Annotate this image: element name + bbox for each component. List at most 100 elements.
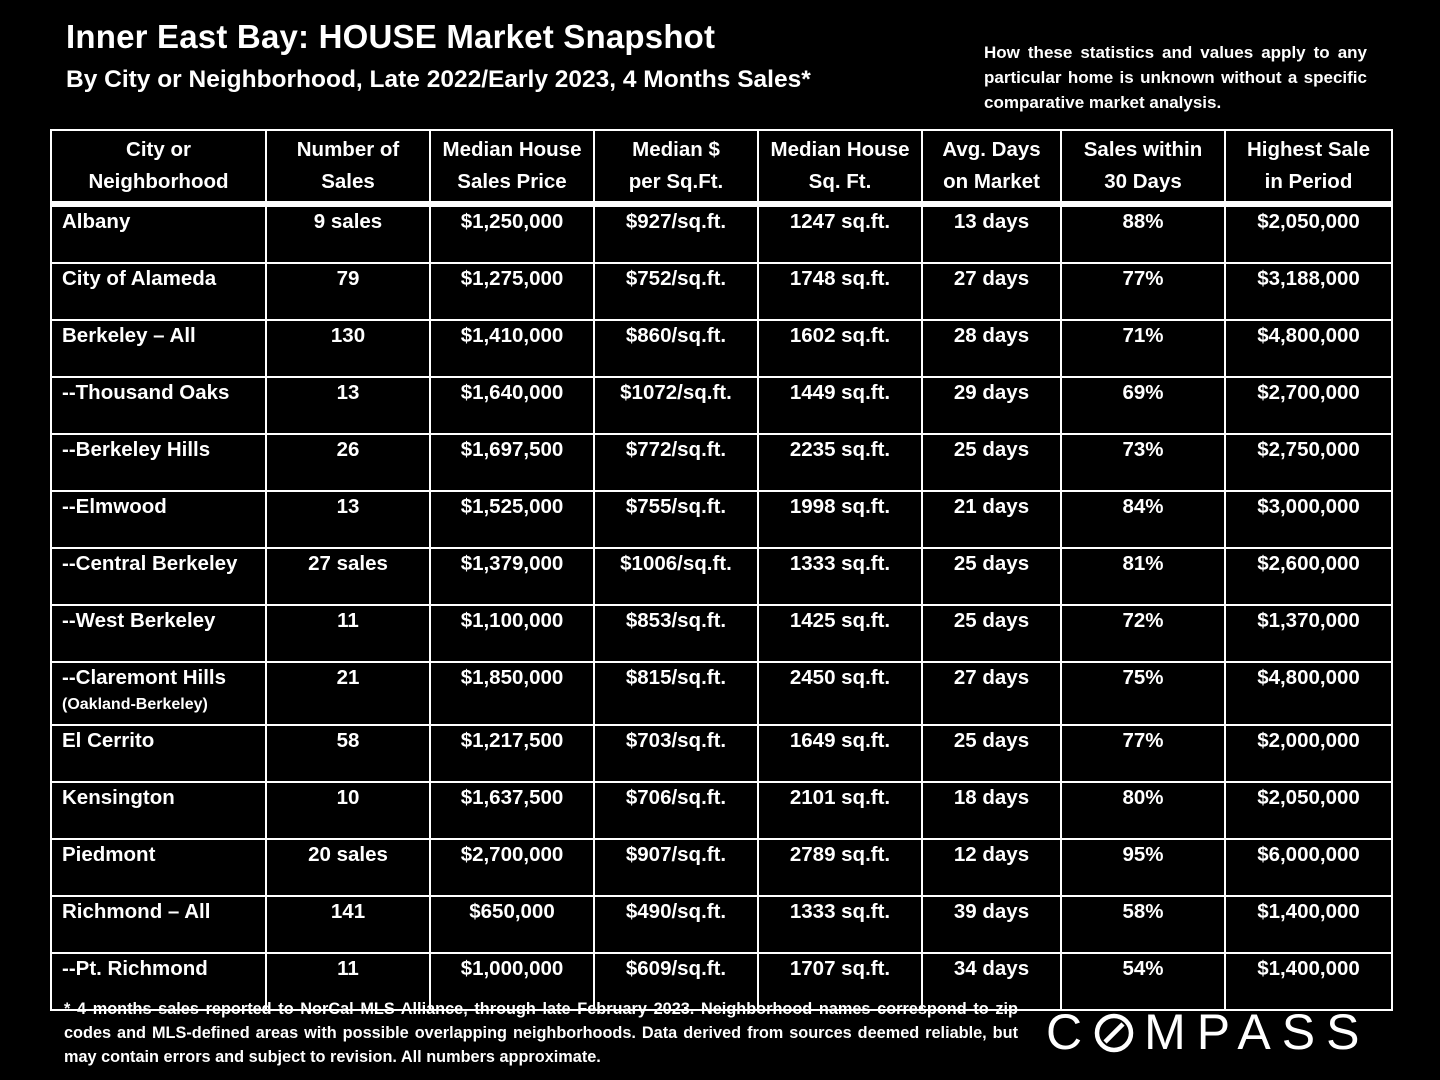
- days-on-market-cell: 29 days: [921, 376, 1062, 435]
- column-header: Number of Sales: [265, 129, 431, 207]
- area-name: --Berkeley Hills: [62, 438, 211, 461]
- column-header-line1: Median House: [770, 138, 910, 161]
- median-price-cell: $1,250,000: [429, 203, 595, 264]
- highest-sale-cell: $1,370,000: [1224, 604, 1393, 663]
- highest-sale-cell: $2,050,000: [1224, 203, 1393, 264]
- days-on-market-cell: 21 days: [921, 490, 1062, 549]
- median-price-cell: $1,697,500: [429, 433, 595, 492]
- price-per-sqft-cell: $752/sq.ft.: [593, 262, 759, 321]
- median-sqft-cell: 1649 sq.ft.: [757, 724, 923, 783]
- area-name: Richmond – All: [62, 900, 211, 923]
- table-row: --Central Berkeley 27 sales $1,379,000 $100…: [50, 547, 1393, 606]
- table-row: Kensington 10 $1,637,500 $706/sq.ft. 2101 sq…: [50, 781, 1393, 840]
- sales-within-30-cell: 80%: [1060, 781, 1226, 840]
- page-subtitle: By City or Neighborhood, Late 2022/Early…: [66, 66, 811, 93]
- disclaimer-note: How these statistics and values apply to…: [984, 43, 1367, 112]
- median-price-cell: $1,275,000: [429, 262, 595, 321]
- table-row: --Berkeley Hills 26 $1,697,500 $772/sq.ft. 2…: [50, 433, 1393, 492]
- column-header-line2: Sales: [321, 170, 375, 193]
- median-price-cell: $1,410,000: [429, 319, 595, 378]
- table-row: Berkeley – All 130 $1,410,000 $860/sq.ft. 16…: [50, 319, 1393, 378]
- median-sqft-cell: 1333 sq.ft.: [757, 547, 923, 606]
- sales-count-cell: 79: [265, 262, 431, 321]
- column-header-line2: in Period: [1264, 170, 1353, 193]
- sales-count-cell: 10: [265, 781, 431, 840]
- highest-sale-cell: $1,400,000: [1224, 895, 1393, 954]
- days-on-market-cell: 39 days: [921, 895, 1062, 954]
- median-price-cell: $1,379,000: [429, 547, 595, 606]
- median-price-cell: $650,000: [429, 895, 595, 954]
- column-header-line1: City or: [126, 138, 191, 161]
- area-name: Kensington: [62, 786, 175, 809]
- table-row: --Thousand Oaks 13 $1,640,000 $1072/sq.ft. 1…: [50, 376, 1393, 435]
- area-name: Albany: [62, 210, 131, 233]
- area-name-cell: --Berkeley Hills: [50, 433, 267, 492]
- price-per-sqft-cell: $609/sq.ft.: [593, 952, 759, 1011]
- price-per-sqft-cell: $772/sq.ft.: [593, 433, 759, 492]
- sales-count-cell: 20 sales: [265, 838, 431, 897]
- highest-sale-cell: $2,750,000: [1224, 433, 1393, 492]
- area-name-cell: City of Alameda: [50, 262, 267, 321]
- price-per-sqft-cell: $1006/sq.ft.: [593, 547, 759, 606]
- column-header-line2: 30 Days: [1104, 170, 1182, 193]
- price-per-sqft-cell: $815/sq.ft.: [593, 661, 759, 726]
- median-price-cell: $1,217,500: [429, 724, 595, 783]
- days-on-market-cell: 25 days: [921, 433, 1062, 492]
- column-header: Sales within 30 Days: [1060, 129, 1226, 207]
- area-name: --Central Berkeley: [62, 552, 238, 575]
- area-name-cell: --Thousand Oaks: [50, 376, 267, 435]
- column-header-line1: Median House: [442, 138, 582, 161]
- sales-within-30-cell: 69%: [1060, 376, 1226, 435]
- area-name-cell: Piedmont: [50, 838, 267, 897]
- highest-sale-cell: $3,188,000: [1224, 262, 1393, 321]
- highest-sale-cell: $2,600,000: [1224, 547, 1393, 606]
- sales-within-30-cell: 71%: [1060, 319, 1226, 378]
- sales-within-30-cell: 84%: [1060, 490, 1226, 549]
- sales-within-30-cell: 54%: [1060, 952, 1226, 1011]
- median-price-cell: $1,850,000: [429, 661, 595, 726]
- days-on-market-cell: 34 days: [921, 952, 1062, 1011]
- column-header: Median $ per Sq.Ft.: [593, 129, 759, 207]
- footnote: * 4 months sales reported to NorCal MLS …: [64, 1000, 1018, 1066]
- table-row: Piedmont 20 sales $2,700,000 $907/sq.ft. 278…: [50, 838, 1393, 897]
- highest-sale-cell: $2,050,000: [1224, 781, 1393, 840]
- median-sqft-cell: 2450 sq.ft.: [757, 661, 923, 726]
- sales-count-cell: 27 sales: [265, 547, 431, 606]
- median-sqft-cell: 2789 sq.ft.: [757, 838, 923, 897]
- highest-sale-cell: $3,000,000: [1224, 490, 1393, 549]
- days-on-market-cell: 18 days: [921, 781, 1062, 840]
- days-on-market-cell: 27 days: [921, 262, 1062, 321]
- sales-within-30-cell: 73%: [1060, 433, 1226, 492]
- sales-count-cell: 130: [265, 319, 431, 378]
- area-name: Berkeley – All: [62, 324, 196, 347]
- area-name: --Claremont Hills: [62, 666, 227, 689]
- table-body: Albany 9 sales $1,250,000 $927/sq.ft. 1247 s…: [50, 203, 1393, 1011]
- highest-sale-cell: $2,000,000: [1224, 724, 1393, 783]
- area-name: --Elmwood: [62, 495, 167, 518]
- column-header-line1: Number of: [296, 138, 400, 161]
- median-sqft-cell: 1425 sq.ft.: [757, 604, 923, 663]
- sales-count-cell: 13: [265, 490, 431, 549]
- median-sqft-cell: 1998 sq.ft.: [757, 490, 923, 549]
- table-row: --West Berkeley 11 $1,100,000 $853/sq.ft. 14…: [50, 604, 1393, 663]
- price-per-sqft-cell: $860/sq.ft.: [593, 319, 759, 378]
- table-row: Richmond – All 141 $650,000 $490/sq.ft. 1333…: [50, 895, 1393, 954]
- median-sqft-cell: 1602 sq.ft.: [757, 319, 923, 378]
- price-per-sqft-cell: $853/sq.ft.: [593, 604, 759, 663]
- price-per-sqft-cell: $907/sq.ft.: [593, 838, 759, 897]
- sales-count-cell: 58: [265, 724, 431, 783]
- sales-count-cell: 21: [265, 661, 431, 726]
- column-header: Avg. Days on Market: [921, 129, 1062, 207]
- table-row: City of Alameda 79 $1,275,000 $752/sq.ft. 17…: [50, 262, 1393, 321]
- column-header-line2: Sq. Ft.: [808, 170, 872, 193]
- column-header-line1: Highest Sale: [1246, 138, 1371, 161]
- sales-within-30-cell: 72%: [1060, 604, 1226, 663]
- area-name: Piedmont: [62, 843, 156, 866]
- price-per-sqft-cell: $1072/sq.ft.: [593, 376, 759, 435]
- median-sqft-cell: 1707 sq.ft.: [757, 952, 923, 1011]
- sales-within-30-cell: 81%: [1060, 547, 1226, 606]
- area-name-cell: --Pt. Richmond: [50, 952, 267, 1011]
- area-name-cell: El Cerrito: [50, 724, 267, 783]
- median-price-cell: $1,100,000: [429, 604, 595, 663]
- area-name-cell: Richmond – All: [50, 895, 267, 954]
